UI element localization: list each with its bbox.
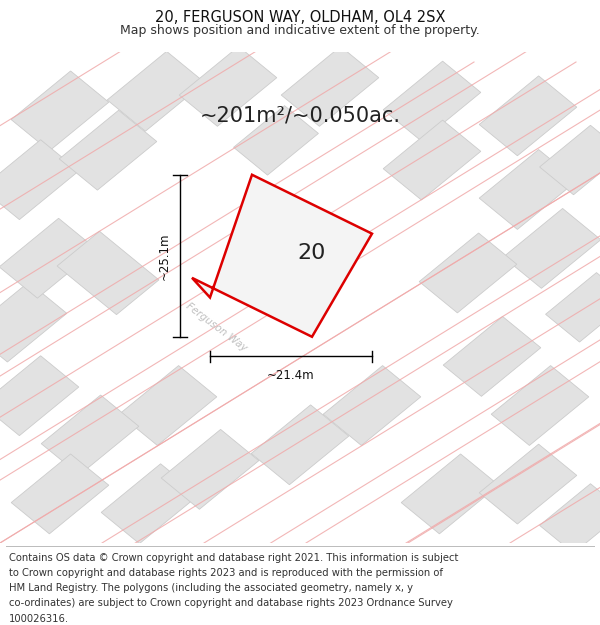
Polygon shape	[11, 71, 109, 151]
Polygon shape	[545, 272, 600, 342]
Polygon shape	[401, 454, 499, 534]
Polygon shape	[192, 175, 372, 337]
Polygon shape	[443, 316, 541, 396]
Polygon shape	[107, 51, 205, 131]
Text: to Crown copyright and database rights 2023 and is reproduced with the permissio: to Crown copyright and database rights 2…	[9, 568, 443, 578]
Polygon shape	[323, 366, 421, 446]
Text: HM Land Registry. The polygons (including the associated geometry, namely x, y: HM Land Registry. The polygons (includin…	[9, 583, 413, 593]
Polygon shape	[383, 61, 481, 141]
Polygon shape	[539, 125, 600, 195]
Text: ~201m²/~0.050ac.: ~201m²/~0.050ac.	[199, 106, 401, 126]
Text: ~25.1m: ~25.1m	[158, 232, 171, 279]
Polygon shape	[0, 140, 79, 219]
Polygon shape	[11, 454, 109, 534]
Text: 100026316.: 100026316.	[9, 614, 69, 624]
Polygon shape	[281, 46, 379, 126]
Text: ~21.4m: ~21.4m	[267, 369, 315, 382]
Polygon shape	[491, 366, 589, 446]
Text: Map shows position and indicative extent of the property.: Map shows position and indicative extent…	[120, 24, 480, 38]
Text: Ferguson Way: Ferguson Way	[184, 301, 248, 353]
Polygon shape	[57, 231, 159, 314]
Polygon shape	[179, 46, 277, 126]
Polygon shape	[0, 218, 97, 298]
Polygon shape	[0, 356, 79, 436]
Polygon shape	[539, 484, 600, 553]
Polygon shape	[101, 464, 199, 544]
Polygon shape	[479, 444, 577, 524]
Polygon shape	[233, 106, 319, 175]
Polygon shape	[419, 233, 517, 313]
Text: Contains OS data © Crown copyright and database right 2021. This information is : Contains OS data © Crown copyright and d…	[9, 553, 458, 563]
Polygon shape	[383, 120, 481, 200]
Polygon shape	[0, 282, 67, 362]
Polygon shape	[41, 395, 139, 475]
Polygon shape	[503, 209, 600, 288]
Polygon shape	[119, 366, 217, 446]
Polygon shape	[161, 429, 259, 509]
Polygon shape	[479, 76, 577, 156]
Polygon shape	[479, 149, 577, 229]
Polygon shape	[59, 110, 157, 190]
Text: co-ordinates) are subject to Crown copyright and database rights 2023 Ordnance S: co-ordinates) are subject to Crown copyr…	[9, 598, 453, 608]
Text: 20: 20	[298, 243, 326, 263]
Polygon shape	[251, 405, 349, 485]
Text: 20, FERGUSON WAY, OLDHAM, OL4 2SX: 20, FERGUSON WAY, OLDHAM, OL4 2SX	[155, 11, 445, 26]
